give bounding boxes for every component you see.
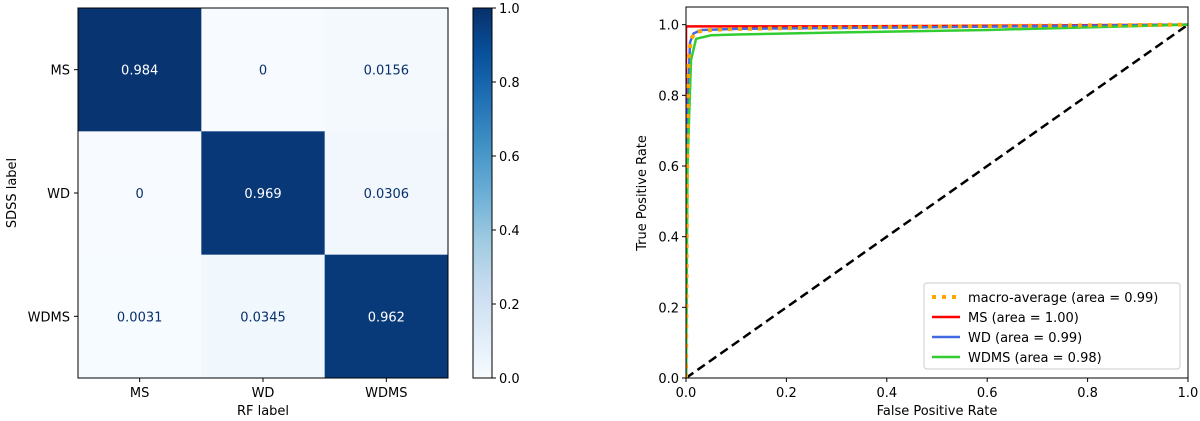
cm-cell-1-0 [78,131,202,256]
roc-y-tick-label: 0.4 [658,231,679,246]
colorbar-tick-label: 0.0 [499,372,520,387]
confusion-matrix-x-axis-label: RF label [237,404,289,419]
roc-y-tick-label: 0.6 [658,160,679,175]
legend-entry-label: WD (area = 0.99) [968,331,1082,346]
cm-cell-0-2 [324,8,449,132]
confusion-matrix-y-axis-label: SDSS label [5,158,20,228]
roc-plot-frame [685,6,1189,379]
colorbar-gradient [472,7,493,379]
roc-x-tick-label: 0.8 [1077,386,1098,401]
roc-line-chance [686,23,1188,378]
roc-y-tick-label: 0.8 [658,89,679,104]
roc-x-axis-label: False Positive Rate [877,404,998,419]
cm-cell-1-1 [201,131,326,256]
cm-cell-label-1-2: 0.0306 [364,187,410,202]
roc-x-tick-label: 1.0 [1178,386,1199,401]
cm-x-tick-label: WDMS [365,386,407,401]
roc-line-wdms [686,23,1188,378]
roc-x-ticks: 0.0 0.2 0.4 0.6 0.8 1.0 [676,378,1199,401]
roc-panel: 0.0 0.2 0.4 0.6 0.8 1.0 0.0 0.2 0.4 0.6 0.8 1.0 Fa… [635,6,1199,419]
colorbar-tick-label: 0.2 [499,298,520,313]
cm-cell-label-2-0: 0.0031 [117,310,163,325]
cm-cell-label-2-2: 0.962 [368,310,405,325]
cm-cell-0-0 [78,8,202,132]
cm-cell-2-0 [78,254,202,379]
roc-x-tick-label: 0.2 [776,386,797,401]
roc-line-wd [686,23,1188,378]
confusion-matrix-panel: 0.984 0 0.0156 0 0.969 0.0306 0.0031 0.0345 0.96… [5,7,449,419]
colorbar-tick-label: 0.4 [499,224,520,239]
cm-x-tick-label: MS [130,386,149,401]
colorbar-tick-label: 0.8 [499,76,520,91]
roc-x-tick-label: 0.6 [977,386,998,401]
roc-legend: macro-average (area = 0.99) MS (area = 1.… [923,282,1181,370]
colorbar-ticks: 0.0 0.2 0.4 0.6 0.8 1.0 [492,2,520,387]
cm-y-tick-label: MS [51,64,70,79]
legend-entry-label: MS (area = 1.00) [968,311,1079,326]
confusion-matrix-y-ticks: MS WD WDMS [28,64,78,325]
confusion-matrix-cells [78,8,449,379]
roc-y-tick-label: 1.0 [658,19,679,34]
legend-entry-label: macro-average (area = 0.99) [968,291,1158,306]
roc-y-axis-label: True Positive Rate [635,135,650,252]
legend-entry-label: WDMS (area = 0.98) [968,351,1102,366]
legend-box [923,282,1181,370]
roc-y-ticks: 0.0 0.2 0.4 0.6 0.8 1.0 [658,19,686,387]
cm-y-tick-label: WDMS [28,310,70,325]
cm-cell-label-1-1: 0.969 [244,187,281,202]
roc-y-tick-label: 0.2 [658,301,679,316]
cm-cell-2-2 [324,254,449,379]
roc-series-lines [686,22,1188,378]
cm-cell-label-1-0: 0 [136,187,144,202]
confusion-matrix-cell-labels: 0.984 0 0.0156 0 0.969 0.0306 0.0031 0.0345 0.96… [117,64,409,326]
cm-cell-label-0-0: 0.984 [121,64,158,79]
cm-x-tick-label: WD [252,386,275,401]
cm-y-tick-label: WD [47,187,70,202]
cm-cell-1-2 [324,131,449,256]
confusion-matrix-x-ticks: MS WD WDMS [130,378,408,401]
cm-cell-label-0-1: 0 [259,64,267,79]
colorbar-tick-label: 0.6 [499,150,520,165]
colorbar-tick-label: 1.0 [499,2,520,17]
cm-cell-2-1 [201,254,326,379]
roc-y-tick-label: 0.0 [658,372,679,387]
roc-x-tick-label: 0.4 [876,386,897,401]
colorbar: 0.0 0.2 0.4 0.6 0.8 1.0 [472,2,520,387]
cm-cell-label-0-2: 0.0156 [364,64,410,79]
roc-x-tick-label: 0.0 [676,386,697,401]
cm-cell-0-1 [201,8,326,132]
cm-cell-label-2-1: 0.0345 [240,310,286,325]
